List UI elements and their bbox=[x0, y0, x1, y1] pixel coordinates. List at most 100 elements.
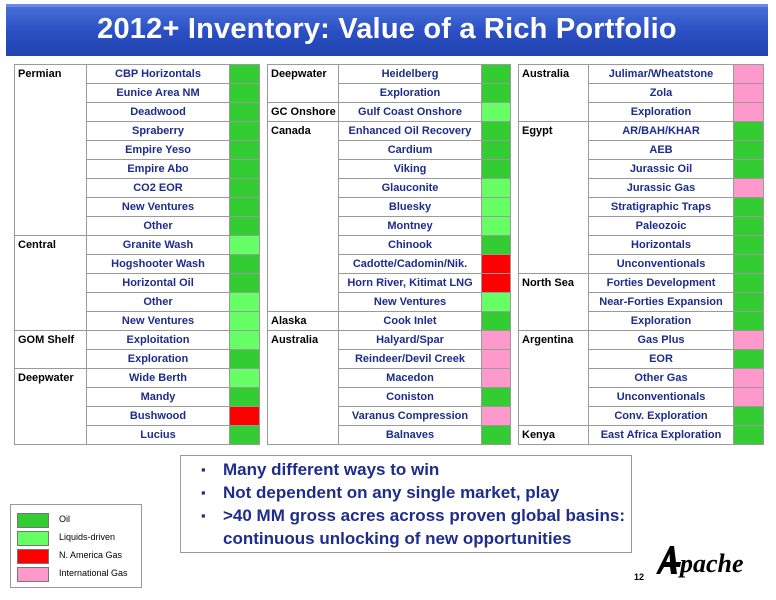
table-row: Exploration bbox=[518, 102, 764, 122]
page-number: 12 bbox=[634, 572, 645, 582]
region-label: Canada bbox=[267, 121, 339, 141]
play-name: Zola bbox=[588, 83, 734, 103]
region-label bbox=[267, 406, 339, 426]
play-name: Other Gas bbox=[588, 368, 734, 388]
table-row: Paleozoic bbox=[518, 216, 764, 236]
category-swatch bbox=[481, 235, 511, 255]
table-row: Viking bbox=[267, 159, 511, 179]
region-label: Alaska bbox=[267, 311, 339, 331]
play-name: Granite Wash bbox=[86, 235, 230, 255]
play-name: Heidelberg bbox=[338, 64, 482, 84]
table-row: Kenya East Africa Exploration bbox=[518, 425, 764, 445]
category-swatch bbox=[481, 273, 511, 293]
region-label bbox=[14, 406, 87, 426]
region-label bbox=[267, 254, 339, 274]
table-row: Montney bbox=[267, 216, 511, 236]
legend-label: N. America Gas bbox=[59, 550, 123, 560]
bullet-glyph: ▪ bbox=[201, 508, 206, 523]
play-name: East Africa Exploration bbox=[588, 425, 734, 445]
play-name: Empire Yeso bbox=[86, 140, 230, 160]
region-label bbox=[14, 102, 87, 122]
category-swatch bbox=[481, 387, 511, 407]
region-label bbox=[14, 216, 87, 236]
region-label bbox=[518, 140, 589, 160]
region-label bbox=[518, 368, 589, 388]
category-swatch bbox=[733, 235, 764, 255]
category-swatch bbox=[481, 330, 511, 350]
region-label bbox=[267, 292, 339, 312]
table-row: Glauconite bbox=[267, 178, 511, 198]
table-row: Unconventionals bbox=[518, 387, 764, 407]
table-row: Horn River, Kitimat LNG bbox=[267, 273, 511, 293]
table-row: Deadwood bbox=[14, 102, 260, 122]
category-swatch bbox=[229, 387, 260, 407]
play-name: Viking bbox=[338, 159, 482, 179]
play-name: Coniston bbox=[338, 387, 482, 407]
category-swatch bbox=[733, 254, 764, 274]
play-name: Near-Forties Expansion bbox=[588, 292, 734, 312]
category-swatch bbox=[733, 292, 764, 312]
category-swatch bbox=[481, 83, 511, 103]
region-label: Australia bbox=[518, 64, 589, 84]
category-swatch bbox=[229, 425, 260, 445]
bullet-continuation: continuous unlocking of new opportunitie… bbox=[181, 527, 631, 550]
region-label: Central bbox=[14, 235, 87, 255]
bullet-item: ▪ Not dependent on any single market, pla… bbox=[181, 481, 631, 504]
key-messages-box: ▪ Many different ways to win ▪ Not depende… bbox=[180, 455, 632, 553]
category-swatch bbox=[481, 197, 511, 217]
play-name: Exploitation bbox=[86, 330, 230, 350]
category-swatch bbox=[481, 64, 511, 84]
play-name: Mandy bbox=[86, 387, 230, 407]
legend: Oil Liquids-driven N. America Gas Intern… bbox=[10, 504, 142, 588]
region-label bbox=[14, 159, 87, 179]
region-label bbox=[267, 387, 339, 407]
category-swatch bbox=[733, 406, 764, 426]
category-swatch bbox=[229, 311, 260, 331]
play-name: Stratigraphic Traps bbox=[588, 197, 734, 217]
region-label bbox=[267, 235, 339, 255]
category-swatch bbox=[229, 83, 260, 103]
play-name: Exploration bbox=[86, 349, 230, 369]
category-swatch bbox=[481, 311, 511, 331]
table-row: Other bbox=[14, 216, 260, 236]
region-label: Egypt bbox=[518, 121, 589, 141]
bullet-text: Not dependent on any single market, play bbox=[223, 483, 560, 502]
play-name: New Ventures bbox=[338, 292, 482, 312]
play-name: Bluesky bbox=[338, 197, 482, 217]
region-label: Deepwater bbox=[267, 64, 339, 84]
category-swatch bbox=[229, 121, 260, 141]
category-swatch bbox=[733, 178, 764, 198]
page-title: 2012+ Inventory: Value of a Rich Portfol… bbox=[97, 13, 677, 45]
table-row: Unconventionals bbox=[518, 254, 764, 274]
category-swatch bbox=[229, 406, 260, 426]
category-swatch bbox=[733, 140, 764, 160]
play-name: Jurassic Oil bbox=[588, 159, 734, 179]
table-row: Australia Halyard/Spar bbox=[267, 330, 511, 350]
category-swatch bbox=[733, 425, 764, 445]
play-name: CO2 EOR bbox=[86, 178, 230, 198]
play-name: Hogshooter Wash bbox=[86, 254, 230, 274]
table-row: Central Granite Wash bbox=[14, 235, 260, 255]
region-label bbox=[14, 311, 87, 331]
category-swatch bbox=[733, 216, 764, 236]
category-swatch bbox=[481, 159, 511, 179]
table-row: Coniston bbox=[267, 387, 511, 407]
table-row: Exploration bbox=[267, 83, 511, 103]
region-label bbox=[518, 406, 589, 426]
table-row: Other Gas bbox=[518, 368, 764, 388]
play-name: AR/BAH/KHAR bbox=[588, 121, 734, 141]
table-row: Spraberry bbox=[14, 121, 260, 141]
region-label bbox=[14, 121, 87, 141]
play-name: Glauconite bbox=[338, 178, 482, 198]
table-row: Horizontal Oil bbox=[14, 273, 260, 293]
play-name: Exploration bbox=[588, 311, 734, 331]
region-label: Argentina bbox=[518, 330, 589, 350]
region-label bbox=[267, 178, 339, 198]
play-name: Bushwood bbox=[86, 406, 230, 426]
category-swatch bbox=[229, 216, 260, 236]
region-label: Permian bbox=[14, 64, 87, 84]
table-row: Exploration bbox=[518, 311, 764, 331]
legend-label: Liquids-driven bbox=[59, 532, 116, 542]
play-name: Gas Plus bbox=[588, 330, 734, 350]
region-label bbox=[267, 159, 339, 179]
